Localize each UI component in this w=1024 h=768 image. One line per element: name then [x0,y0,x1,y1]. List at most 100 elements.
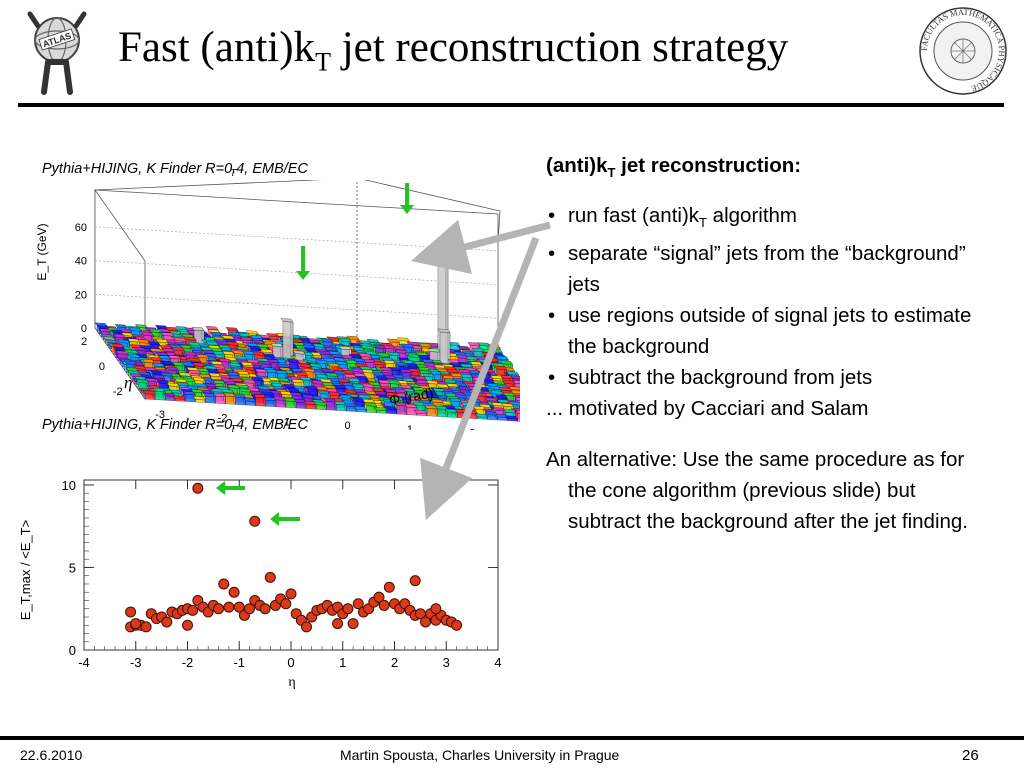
scatter-y-tick: 5 [69,560,76,575]
scatter-point [187,604,199,616]
scatter-point [228,586,240,598]
scatter-point [213,603,225,615]
scatter-point [373,591,385,603]
lego-bar [293,399,307,410]
bullet-item: separate “signal” jets from the “backgro… [546,238,986,300]
scatter-point [332,618,344,630]
footer-date: 22.6.2010 [20,747,83,763]
scatter-x-tick: 2 [391,655,398,670]
bullet-list: run fast (anti)kT algorithm separate “si… [546,200,986,393]
scatter-point [161,616,173,628]
scatter-point [301,621,313,633]
lego-z-tick: 0 [81,323,87,335]
scatter-point [249,515,261,527]
motivation-note: ... motivated by Cacciari and Salam [546,397,869,421]
header-rule [18,103,1004,107]
lego-y-tick: -2 [113,386,123,398]
lego-bar [203,392,216,404]
footer-rule [0,736,1024,740]
scatter-point [125,606,137,618]
scatter-point [218,578,230,590]
scatter-point [280,598,292,610]
slide-title: Fast (anti)kT jet reconstruction strateg… [118,24,789,77]
lego-bar [142,390,156,401]
alternative-paragraph: An alternative: Use the same procedure a… [546,448,969,534]
lego-x-tick: -3 [155,409,165,421]
lego-bar [344,403,357,413]
lego-z-tick: 40 [75,256,87,268]
lego-x-tick: 0 [344,420,350,430]
lego-bar [313,401,327,411]
lego-x-label: Φ (rad) [388,384,435,408]
scatter-point [347,618,359,630]
lego-bar [273,396,287,408]
lego-bar [354,406,367,413]
lego-y-label: η [124,373,132,392]
scatter-point [192,482,204,494]
lego-bar [192,396,206,404]
scatter-y-tick: 0 [69,643,76,658]
scatter-x-tick: 1 [339,655,346,670]
lego-plot-title: Pythia+HIJING, K Finder R=0.4, EMB/EC [42,161,308,177]
scatter-point [352,598,364,610]
lego-x-tick: -2 [218,413,228,425]
scatter-point [130,618,142,630]
scatter-x-tick: -3 [130,655,142,670]
scatter-x-tick: 4 [494,655,501,670]
scatter-point [182,619,193,631]
lego-x-tick: 1 [407,424,413,430]
lego-bar [283,397,297,409]
scatter-point [140,621,152,633]
scatter-x-label: η [288,675,295,690]
scatter-point [451,619,463,631]
lego-bar [182,391,196,403]
scatter-point [264,571,276,583]
lego-bar [333,401,347,412]
lego-bar [243,397,257,407]
scatter-y-label: E_T,max / <E_T> [18,520,33,620]
footer-author: Martin Spousta, Charles University in Pr… [340,747,620,763]
lego-z-tick: 60 [75,222,87,234]
text-heading: (anti)kT jet reconstruction: [546,154,802,181]
scatter-point [285,588,297,600]
scatter-x-tick: -2 [182,655,194,670]
scatter-point [342,603,354,615]
scatter-point [409,575,421,587]
lego-bar [171,346,185,360]
scatter-point [430,603,442,615]
scatter-x-tick: 3 [443,655,450,670]
scatter-plot-title-sub: T [230,424,237,435]
lego-x-tick: 2 [469,428,475,431]
scatter-point [223,601,235,613]
scatter-point [233,601,245,613]
lego-x-tick: -1 [280,416,290,428]
lego-z-label: E_T (GeV) [35,223,49,280]
bullet-item: run fast (anti)kT algorithm [546,200,986,238]
lego-bar [233,394,247,406]
scatter-x-tick: -4 [78,655,90,670]
lego-bar [213,392,226,405]
scatter-point [259,603,271,615]
scatter-point [383,581,395,593]
atlas-logo: ATLAS [20,6,94,98]
lego-bar [172,395,186,402]
lego-bar [374,407,388,414]
lego-plot-title-sub: T [230,168,237,179]
scatter-plot: -4 -3 -2 -1 0 1 2 3 4 0 5 10 η E_T,max / <E_T> [18,478,502,690]
lego-bar [280,318,294,363]
scatter-x-tick: -1 [233,655,245,670]
page-number: 26 [962,747,979,764]
scatter-plot-title: Pythia+HIJING, K Finder R=0.4, EMB/EC [42,417,308,433]
scatter-points [125,482,463,633]
lego-y-tick: 0 [99,361,105,373]
bullet-item: use regions outside of signal jets to es… [546,300,986,362]
scatter-point [378,599,390,611]
scatter-point [244,603,256,615]
bullet-item: subtract the background from jets [546,362,986,393]
scatter-point [420,616,432,628]
text-panel: (anti)kT jet reconstruction: run fast (a… [546,150,986,537]
university-seal: FACULTAS MATHEMATICA PHYSICAQUE [918,6,1008,96]
lego-z-tick: 20 [75,289,87,301]
lego-bar [364,402,378,414]
